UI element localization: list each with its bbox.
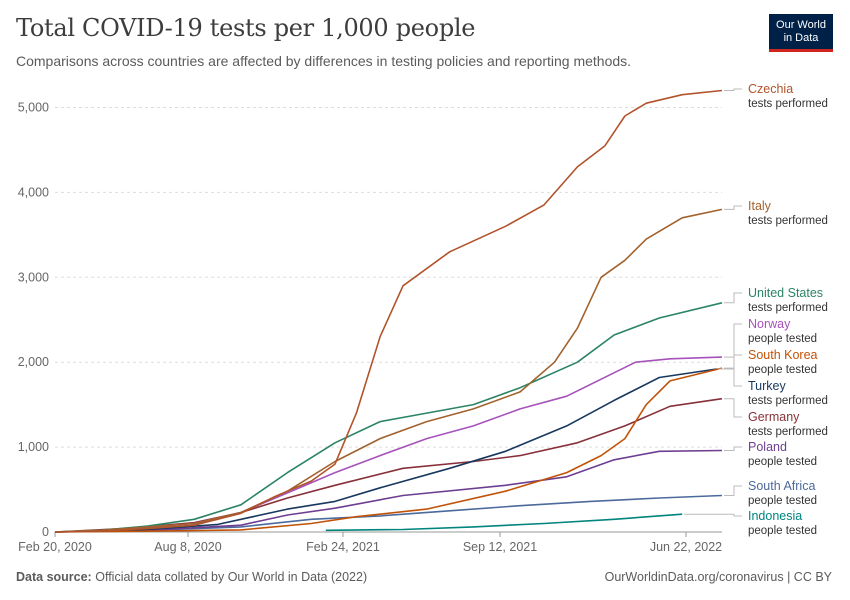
series-name: Poland [748,440,787,454]
series-sublabel: people tested [748,364,817,376]
x-tick-label: Feb 20, 2020 [18,540,92,554]
series-line-czechia[interactable] [54,89,723,533]
series-label-indonesia[interactable]: Indonesia people tested [684,509,817,537]
axes: 0 1,000 2,000 3,000 4,000 5,000 Feb 20, 2020 Au… [18,100,722,554]
label-leader-line [724,323,742,358]
x-tick-label: Aug 8, 2020 [154,540,221,554]
series-sublabel: tests performed [748,98,828,110]
y-tick-label: 3,000 [18,270,49,284]
series-label-norway[interactable]: Norway people tested [724,317,817,358]
chart-subtitle: Comparisons across countries are affecte… [16,53,632,69]
series-sublabel: people tested [748,456,817,468]
series-name: Norway [748,317,791,331]
series-line-italy[interactable] [54,208,723,533]
y-tick-label: 2,000 [18,355,49,369]
series-name: Turkey [748,379,786,393]
label-leader-line [724,88,742,91]
label-leader-line [724,398,742,418]
logo-line-1: Our World [776,19,826,31]
series-line-turkey[interactable] [54,368,717,533]
series-sublabel: tests performed [748,426,828,438]
label-leader-line [724,485,742,496]
series-name: Indonesia [748,509,802,523]
series-line-norway[interactable] [54,356,723,533]
y-tick-label: 0 [42,525,49,539]
series-label-italy[interactable]: Italy tests performed [724,199,828,227]
data-source: Data source: Official data collated by O… [16,570,367,584]
series-sublabel: tests performed [748,395,828,407]
series-name: Germany [748,410,800,424]
series-sublabel: people tested [748,333,817,345]
series-label-czechia[interactable]: Czechia tests performed [724,82,828,110]
y-tick-label: 5,000 [18,100,49,114]
logo-line-2: in Data [783,32,819,44]
label-leader-line [724,446,742,451]
chart-title: Total COVID-19 tests per 1,000 people [16,14,476,42]
series-line-south-korea[interactable] [54,367,723,533]
line-chart: 0 1,000 2,000 3,000 4,000 5,000 Feb 20, 2020 Au… [18,82,828,554]
series-name: South Korea [748,348,818,362]
data-source-label: Data source: [16,570,92,584]
series-line-poland[interactable] [54,449,723,533]
series-label-germany[interactable]: Germany tests performed [724,398,828,438]
series-line-indonesia[interactable] [325,513,683,532]
series-line-united-states[interactable] [54,302,723,533]
owid-logo[interactable]: Our World in Data [769,14,833,52]
series-line-germany[interactable] [54,397,723,533]
footer-link[interactable]: OurWorldinData.org/coronavirus | CC BY [604,570,832,584]
series-sublabel: tests performed [748,215,828,227]
series-sublabel: people tested [748,525,817,537]
series-label-south-korea[interactable]: South Korea people tested [724,348,818,376]
series-labels: Czechia tests performed Italy tests perform… [684,82,828,537]
data-source-text: Official data collated by Our World in D… [95,570,368,584]
series-sublabel: tests performed [748,302,828,314]
label-leader-line [724,292,742,304]
series-line-south-africa[interactable] [54,494,723,533]
y-tick-label: 4,000 [18,185,49,199]
series-name: Italy [748,199,772,213]
series-lines [54,89,723,533]
label-leader-line [718,368,742,387]
x-tick-label: Feb 24, 2021 [306,540,380,554]
series-name: United States [748,286,823,300]
label-leader-line [684,513,742,517]
series-label-south-africa[interactable]: South Africa people tested [724,479,817,507]
series-label-united-states[interactable]: United States tests performed [724,286,828,314]
y-tick-label: 1,000 [18,440,49,454]
series-label-poland[interactable]: Poland people tested [724,440,817,468]
series-name: Czechia [748,82,793,96]
series-name: South Africa [748,479,815,493]
series-sublabel: people tested [748,495,817,507]
x-tick-label: Sep 12, 2021 [463,540,537,554]
label-leader-line [724,354,742,369]
series-label-turkey[interactable]: Turkey tests performed [718,368,828,407]
label-leader-line [724,205,742,210]
x-tick-label: Jun 22, 2022 [650,540,722,554]
